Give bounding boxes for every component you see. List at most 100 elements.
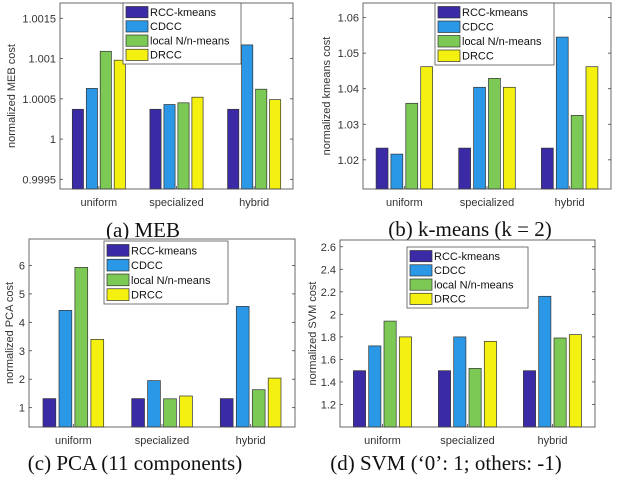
legend-swatch [437,6,461,19]
legend-swatch [125,34,149,47]
bar-hybrid-cdcc [538,295,552,428]
legend-label: local N/n-means [131,275,211,287]
legend-swatch [437,20,461,33]
bar-specialized-drcc [483,341,497,428]
legend-swatch [106,273,130,287]
y-tick-label: 0.9995 [22,174,56,186]
bar-specialized-cdcc [147,380,161,428]
y-tick-label: 1.2 [321,399,336,411]
bar-hybrid-rcc-kmeans [523,370,536,428]
chart-panel-1: 1.02 1.03 1.04 1.05 1.06 uniform specialized hy… [321,2,612,241]
bar-specialized-local-n-n-means [488,78,501,190]
chart-panel-3: 1.2 1.4 1.6 1.8 2 2.2 2.4 2.6 uniform specialized… [307,239,596,475]
bar-uniform-cdcc [368,345,382,428]
bar-uniform-local-n-n-means [99,50,112,190]
legend-swatch [437,49,461,62]
legend-swatch [409,264,433,277]
chart-panel-2: 1 2 3 4 5 6 uniform specialized hybrid normalized… [4,238,296,475]
y-tick-label: 1.0015 [22,13,56,25]
y-tick-label: 1.4 [321,377,336,389]
legend: RCC-kmeans CDCC local N/n-means DRCC [434,2,555,66]
y-tick-label: 1.02 [338,155,359,167]
y-tick-label: 1.8 [321,332,336,344]
legend-label: local N/n-means [150,35,230,47]
bar-hybrid-local-n-n-means [255,88,268,190]
y-tick-label: 2 [19,374,25,386]
legend: RCC-kmeans CDCC local N/n-means DRCC [406,246,529,309]
bar-specialized-rcc-kmeans [458,147,471,190]
bar-uniform-local-n-n-means [383,320,397,428]
legend-swatch [125,48,149,61]
x-tick-label: specialized [149,197,203,209]
legend-swatch [106,258,130,272]
bar-uniform-rcc-kmeans [375,147,389,190]
y-tick-label: 4 [19,317,25,329]
bar-specialized-cdcc [473,86,486,190]
y-axis-label: normalized MEB cost [6,44,18,148]
chart-panel-0: 0.9995 1 1.0005 1.001 1.0015 uniform specializ… [6,2,294,242]
legend-label: local N/n-means [462,36,542,48]
legend-swatch [409,278,433,291]
x-tick-label: hybrid [236,435,266,447]
legend-swatch [106,288,130,301]
bar-hybrid-local-n-n-means [251,389,266,428]
bar-uniform-rcc-kmeans [353,370,366,428]
bar-specialized-rcc-kmeans [131,398,145,428]
x-tick-label: uniform [364,435,401,447]
bar-uniform-local-n-n-means [405,102,419,190]
legend-label: RCC-kmeans [131,245,198,257]
bar-uniform-cdcc [390,153,404,190]
bar-hybrid-cdcc [235,306,250,428]
bar-hybrid-drcc [585,66,599,190]
bar-uniform-drcc [398,336,412,428]
bar-uniform-rcc-kmeans [42,398,57,428]
y-tick-label: 6 [19,260,25,272]
legend: RCC-kmeans CDCC local N/n-means DRCC [122,2,242,65]
y-tick-label: 1.06 [338,13,359,25]
y-axis-label: normalized kmeans cost [321,37,333,156]
legend-label: local N/n-means [434,279,514,291]
legend-swatch [409,250,433,263]
x-tick-label: specialized [440,435,494,447]
legend-swatch [125,6,149,19]
y-tick-label: 1 [19,403,25,415]
legend-label: RCC-kmeans [150,7,217,19]
legend-swatch [125,20,149,33]
y-tick-label: 1.001 [28,54,56,66]
bar-hybrid-rcc-kmeans [227,108,240,190]
bar-hybrid-cdcc [241,44,254,190]
legend: RCC-kmeans CDCC local N/n-means DRCC [103,240,229,305]
legend-label: RCC-kmeans [462,7,529,19]
bar-specialized-drcc [179,395,193,428]
x-tick-label: specialized [135,435,189,447]
y-tick-label: 1.0005 [22,94,56,106]
x-tick-label: uniform [55,435,92,447]
bar-uniform-cdcc [58,310,73,428]
y-tick-label: 2.6 [321,242,336,254]
legend-label: DRCC [150,50,182,62]
chart-caption: (b) k-means (k = 2) [388,217,551,241]
bar-specialized-cdcc [453,336,467,428]
y-tick-label: 5 [19,289,25,301]
y-tick-label: 2.2 [321,287,336,299]
bar-uniform-cdcc [85,88,98,190]
legend-label: CDCC [462,22,494,34]
bar-uniform-drcc [90,339,105,428]
bar-hybrid-local-n-n-means [570,115,584,190]
y-axis-label: normalized PCA cost [4,282,16,384]
x-tick-label: specialized [460,197,514,209]
bar-uniform-drcc [113,59,126,190]
bar-hybrid-local-n-n-means [553,337,567,428]
bar-specialized-rcc-kmeans [149,108,162,190]
bar-uniform-rcc-kmeans [71,108,84,190]
legend-label: DRCC [434,294,466,306]
chart-caption: (d) SVM (‘0’: 1; others: -1) [330,451,562,475]
bar-specialized-drcc [191,96,204,190]
bar-specialized-local-n-n-means [468,368,482,428]
bar-specialized-drcc [503,86,516,190]
y-tick-label: 1.6 [321,354,336,366]
legend-label: CDCC [131,260,163,272]
bar-uniform-drcc [420,66,433,190]
legend-label: CDCC [150,21,182,33]
